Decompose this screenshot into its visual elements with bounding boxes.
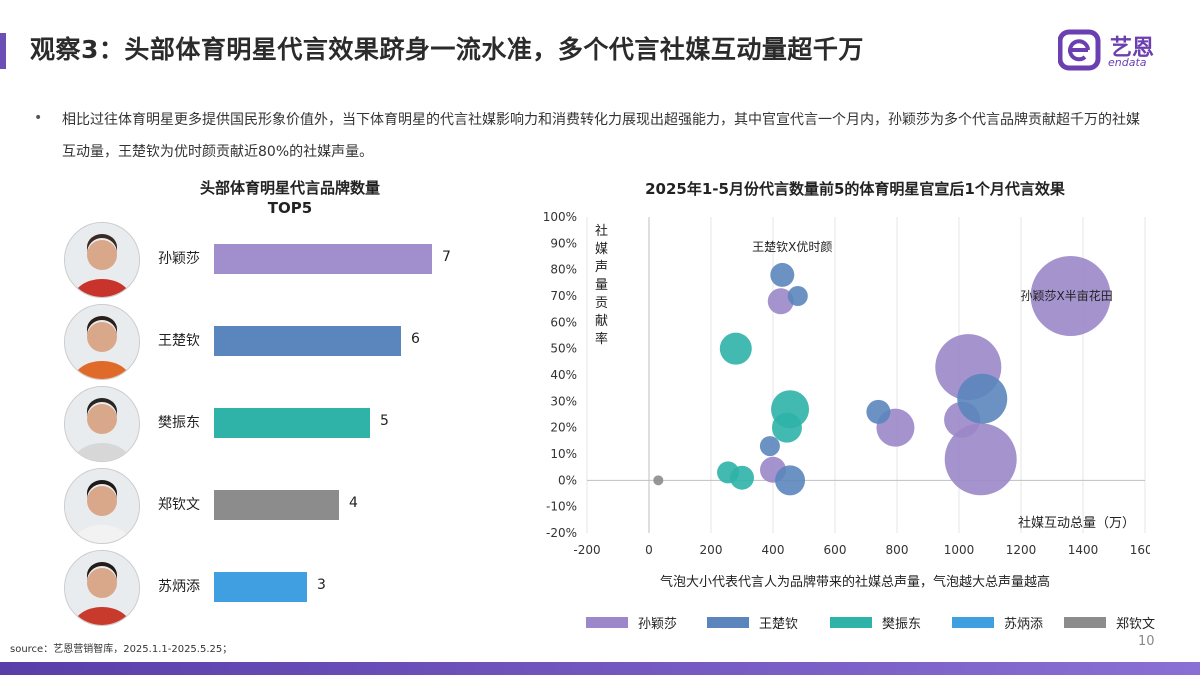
- legend-swatch: [707, 617, 749, 628]
- x-tick-label: -200: [573, 543, 600, 557]
- bubble-chart: -20% -10% 0% 10% 20% 30% 40% 50% 60% 70% 80% 90% 100…: [543, 210, 1150, 557]
- bar-value-label: 5: [380, 413, 389, 429]
- y-tick-label: 90%: [550, 236, 577, 250]
- page-title: 观察3：头部体育明星代言效果跻身一流水准，多个代言社媒互动量超千万: [30, 35, 864, 64]
- endata-logo: 艺恩 endata: [1057, 28, 1188, 72]
- x-tick-label: 0: [645, 543, 653, 557]
- bar-value-label: 6: [411, 331, 420, 347]
- y-tick-label: 80%: [550, 263, 577, 277]
- logo-sub-text: endata: [1108, 56, 1147, 69]
- y-tick-label: 60%: [550, 315, 577, 329]
- y-axis-label-char: 量: [595, 278, 608, 293]
- bubble: [775, 465, 806, 496]
- x-tick-label: 400: [762, 543, 785, 557]
- y-axis-label-char: 贡: [595, 296, 608, 311]
- bubble-annotation: 王楚钦X优时颜: [752, 239, 832, 254]
- avatar: [64, 222, 140, 298]
- bar-value-label: 7: [442, 249, 451, 265]
- avatar: [64, 468, 140, 544]
- page-number: 10: [1138, 634, 1155, 649]
- bar-category-label: 苏炳添: [158, 579, 200, 595]
- bar: [214, 408, 370, 438]
- footer-bar: [0, 662, 1200, 675]
- bar-row: 孙颖莎 7: [0, 220, 480, 300]
- x-axis-label: 社媒互动总量（万）: [1018, 515, 1135, 531]
- bar: [214, 244, 432, 274]
- y-tick-label: 20%: [550, 421, 577, 435]
- bar-chart-title-line1: 头部体育明星代言品牌数量: [199, 179, 380, 197]
- logo-mark-icon: [1057, 29, 1101, 71]
- legend-label: 苏炳添: [1004, 617, 1044, 632]
- bubble: [944, 423, 1017, 496]
- y-tick-label: 30%: [550, 394, 577, 408]
- legend-swatch: [952, 617, 994, 628]
- avatar: [64, 386, 140, 462]
- legend-label: 樊振东: [882, 617, 922, 632]
- bar-chart-title-line2: TOP5: [267, 199, 313, 217]
- source-note: source：艺恩营销智库，2025.1.1-2025.5.25；: [10, 644, 233, 655]
- bar-category-label: 孙颖莎: [158, 251, 200, 267]
- bubble: [653, 475, 664, 486]
- logo-text: 艺恩: [1110, 36, 1155, 61]
- bubble: [771, 412, 802, 443]
- bubble: [866, 399, 891, 424]
- bar: [214, 326, 401, 356]
- bubble-size-note: 气泡大小代表代言人为品牌带来的社媒总声量，气泡越大总声量越高: [659, 575, 1050, 590]
- legend-swatch: [586, 617, 628, 628]
- y-axis-label-char: 献: [595, 314, 608, 329]
- y-axis-label-char: 社: [595, 223, 608, 239]
- avatar: [64, 550, 140, 626]
- bubble: [730, 465, 754, 490]
- legend-label: 王楚钦: [759, 617, 799, 632]
- summary-text: 相比过往体育明星更多提供国民形象价值外，当下体育明星的代言社媒影响力和消费转化力…: [62, 112, 1140, 160]
- y-tick-label: 70%: [550, 289, 577, 303]
- bar-category-label: 王楚钦: [158, 333, 200, 349]
- y-tick-label: 10%: [550, 447, 577, 461]
- y-axis-label-char: 媒: [595, 242, 608, 257]
- bar: [214, 490, 339, 520]
- bar-value-label: 4: [349, 495, 358, 511]
- x-tick-label: 200: [700, 543, 723, 557]
- bubble: [957, 373, 1008, 424]
- bar-chart-title: 头部体育明星代言品牌数量 TOP5: [150, 178, 430, 218]
- x-tick-label: 1400: [1068, 543, 1099, 557]
- bar-value-label: 3: [317, 577, 326, 593]
- bar: [214, 572, 307, 602]
- x-tick-label: 1200: [1006, 543, 1037, 557]
- bubble: [1030, 256, 1111, 336]
- bubble: [719, 332, 752, 365]
- y-tick-label: 100%: [543, 210, 577, 224]
- x-tick-label: 1000: [944, 543, 975, 557]
- bar-row: 苏炳添 3: [0, 548, 480, 628]
- x-tick-label: 600: [824, 543, 847, 557]
- bubble-annotation: 孙颖莎X半亩花田: [1020, 288, 1112, 303]
- x-tick-label: 1600: [1130, 543, 1150, 557]
- bar-category-label: 樊振东: [158, 415, 200, 431]
- bar-row: 王楚钦 6: [0, 302, 480, 382]
- avatar: [64, 304, 140, 380]
- bubble: [770, 262, 795, 287]
- y-tick-label: 50%: [550, 342, 577, 356]
- y-tick-label: -20%: [546, 526, 577, 540]
- y-tick-label: 0%: [558, 473, 577, 487]
- bubble-chart-title: 2025年1-5月份代言数量前5的体育明星官宣后1个月代言效果: [645, 180, 1065, 198]
- chart-legend: 孙颖莎 王楚钦 樊振东 苏炳添 郑钦文: [586, 612, 1166, 632]
- bubble: [759, 436, 780, 457]
- bubble: [767, 288, 794, 315]
- bullet-dot-icon: •: [34, 110, 43, 126]
- title-accent-bar: [0, 33, 6, 69]
- bubble: [787, 286, 808, 306]
- y-tick-label: -10%: [546, 500, 577, 514]
- bar-row: 樊振东 5: [0, 384, 480, 464]
- bar-category-label: 郑钦文: [158, 497, 200, 513]
- legend-label: 孙颖莎: [638, 617, 678, 632]
- legend-swatch: [1064, 617, 1106, 628]
- legend-label: 郑钦文: [1116, 617, 1156, 632]
- y-axis-label-char: 率: [595, 331, 608, 347]
- legend-swatch: [830, 617, 872, 628]
- bar-row: 郑钦文 4: [0, 466, 480, 546]
- y-axis-label-char: 声: [595, 260, 608, 275]
- x-tick-label: 800: [886, 543, 909, 557]
- y-tick-label: 40%: [550, 368, 577, 382]
